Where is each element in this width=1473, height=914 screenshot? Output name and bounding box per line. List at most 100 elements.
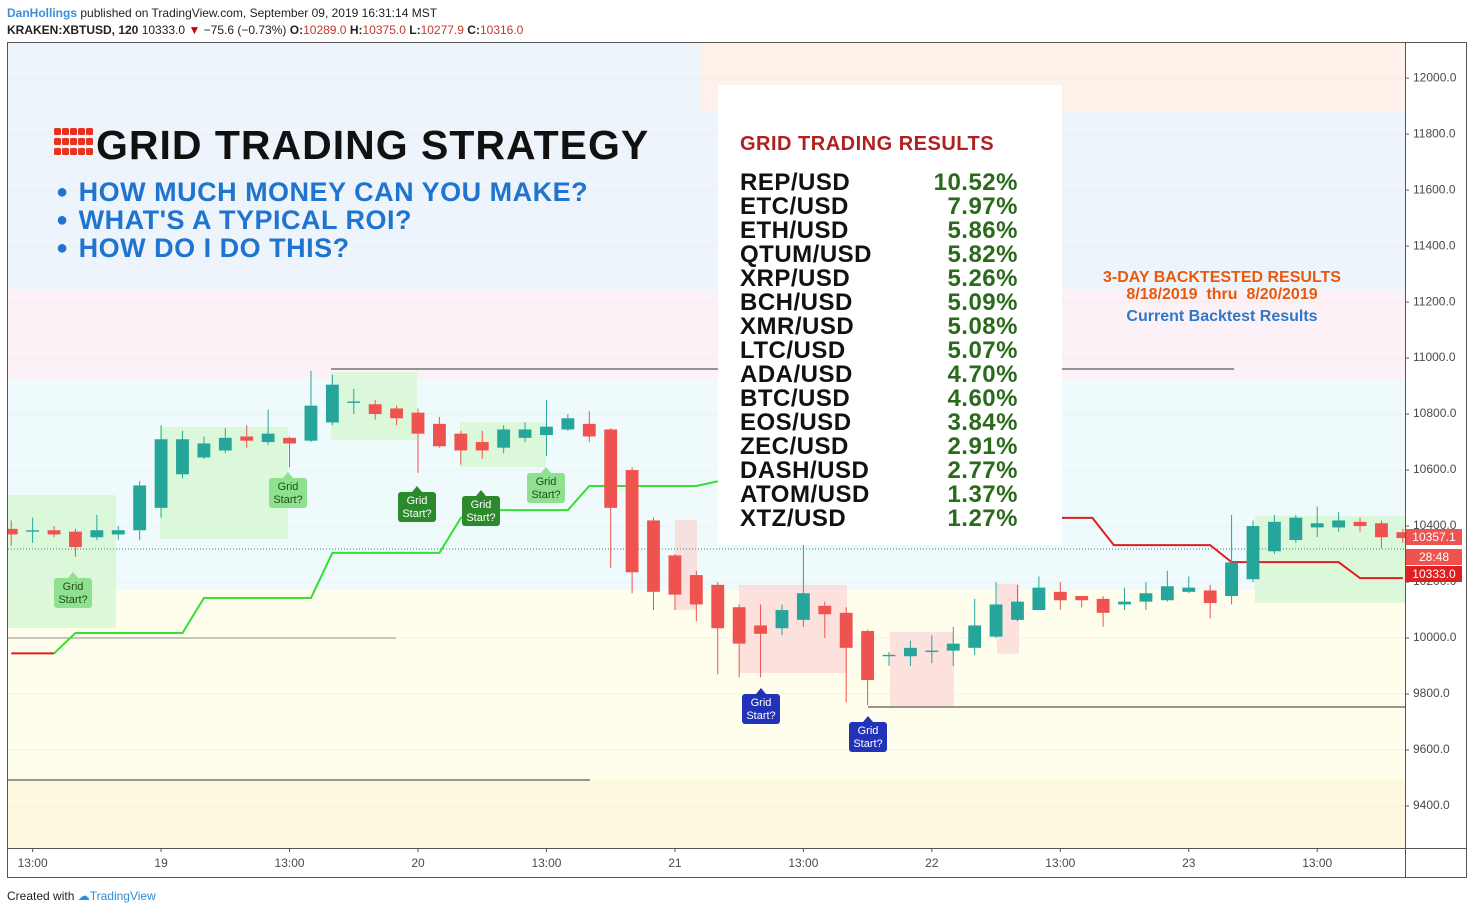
result-row: BCH/USD 5.09% [740, 289, 1018, 317]
candle-body [1182, 587, 1196, 592]
grid-marker: Grid Start? [462, 490, 500, 526]
candle-body [1375, 523, 1388, 538]
candle-body [882, 654, 896, 657]
marks [8, 77, 1405, 807]
candle-body [69, 531, 82, 548]
roi: 4.60% [947, 385, 1018, 412]
candle-body [304, 405, 318, 441]
pair: ATOM/USD [740, 481, 870, 508]
candle-body [111, 530, 125, 535]
y-tick-label: 9600.0 [1413, 742, 1450, 756]
candle-body [475, 442, 489, 451]
candle-body [432, 423, 446, 447]
pair: XTZ/USD [740, 505, 847, 532]
l-label: L: [409, 23, 421, 37]
candle-body [1053, 591, 1067, 601]
pair: LTC/USD [740, 337, 846, 364]
countdown-label: 28:48 [1406, 549, 1462, 565]
overlay-title: GRID TRADING STRATEGY [96, 122, 650, 168]
symbol-line: KRAKEN:XBTUSD, 120 10333.0 ▼ −75.6 (−0.7… [7, 23, 523, 37]
band [8, 290, 1405, 380]
pair: XMR/USD [740, 313, 855, 340]
grid-marker: Grid Start? [849, 716, 887, 752]
grid-marker: Grid Start? [742, 688, 780, 724]
result-row: ADA/USD 4.70% [740, 361, 1018, 389]
candle-body [711, 584, 725, 629]
candle-body [1075, 596, 1089, 601]
result-row: LTC/USD 5.07% [740, 337, 1018, 365]
line-price-label: 10333.0 [1406, 566, 1462, 582]
result-row: REP/USD 10.52% [740, 169, 1018, 197]
l-value: 10277.9 [420, 23, 464, 37]
x-tick-label: 13:00 [275, 856, 305, 870]
candle-body [625, 470, 639, 573]
roi: 2.77% [947, 457, 1018, 484]
y-tick-label: 11000.0 [1413, 350, 1456, 364]
roi: 1.37% [947, 481, 1018, 508]
candle-body [176, 439, 189, 475]
candle-body [8, 528, 18, 535]
pair: QTUM/USD [740, 241, 872, 268]
roi: 5.09% [947, 289, 1018, 316]
candle-body [904, 647, 917, 657]
last: 10333.0 [141, 23, 186, 37]
c-label: C: [467, 23, 480, 37]
roi: 4.70% [947, 361, 1018, 388]
indicator-line [53, 480, 718, 655]
last-price-label: 10357.1 [1406, 529, 1462, 545]
result-row: XTZ/USD 1.27% [740, 505, 1018, 533]
result-row: BTC/USD 4.60% [740, 385, 1018, 413]
backtest-dates: 8/18/2019 thru 8/20/2019 [1126, 286, 1318, 303]
y-tick-label: 10000.0 [1413, 630, 1457, 644]
roi: 5.82% [947, 241, 1018, 268]
candle-body [946, 643, 960, 651]
candle-body [925, 650, 939, 653]
bullet: WHAT'S A TYPICAL ROI? [56, 205, 412, 236]
candle-body [582, 423, 596, 437]
candle-body [411, 412, 425, 434]
candle-body [561, 418, 575, 430]
x-tick-label: 19 [154, 856, 168, 870]
candle-body [26, 530, 40, 532]
pair: BTC/USD [740, 385, 851, 412]
roi: 3.84% [947, 409, 1018, 436]
y-tick-label: 11400.0 [1413, 238, 1456, 252]
x-tick-label: 20 [411, 856, 425, 870]
candle-body [497, 429, 511, 448]
change: −75.6 (−0.73%) [203, 23, 287, 37]
results-title: GRID TRADING RESULTS [740, 133, 995, 155]
y-tick-label: 10800.0 [1413, 406, 1457, 420]
pair: BCH/USD [740, 289, 853, 316]
ohlc: O:10289.0 H:10375.0 L:10277.9 C:10316.0 [290, 23, 524, 37]
candle-body [540, 426, 553, 436]
candle-body [818, 605, 832, 615]
candle-body [1246, 526, 1260, 580]
candle-body [689, 575, 703, 605]
candle-body [861, 631, 875, 681]
results-panel: GRID TRADING RESULTS REP/USD 10.52% ETC/US… [718, 85, 1062, 545]
pair: ZEC/USD [740, 433, 849, 460]
c-value: 10316.0 [479, 23, 524, 37]
candle-body [197, 443, 211, 458]
grid-marker: Grid Start? [54, 572, 92, 608]
grid-marker: Grid Start? [398, 486, 436, 522]
pair: ADA/USD [740, 361, 853, 388]
candle-body [754, 625, 767, 634]
candle-body [261, 433, 275, 443]
x-tick-label: 21 [668, 856, 682, 870]
published: published on TradingView.com, September … [80, 6, 438, 20]
pair: REP/USD [740, 169, 851, 196]
result-row: ZEC/USD 2.91% [740, 433, 1018, 461]
footer: Created with ☁TradingView [7, 889, 156, 903]
candle-body [283, 437, 296, 444]
h-value: 10375.0 [362, 23, 406, 37]
roi: 1.27% [947, 505, 1018, 532]
candle-body [796, 593, 810, 620]
candle-body [1203, 590, 1217, 604]
x-tick-label: 13:00 [1302, 856, 1332, 870]
candle-body [732, 607, 746, 644]
result-row: XRP/USD 5.26% [740, 265, 1018, 293]
grid-box [997, 584, 1019, 654]
backtest-title: 3-DAY BACKTESTED RESULTS [1103, 269, 1341, 286]
candle-body [1160, 586, 1174, 601]
